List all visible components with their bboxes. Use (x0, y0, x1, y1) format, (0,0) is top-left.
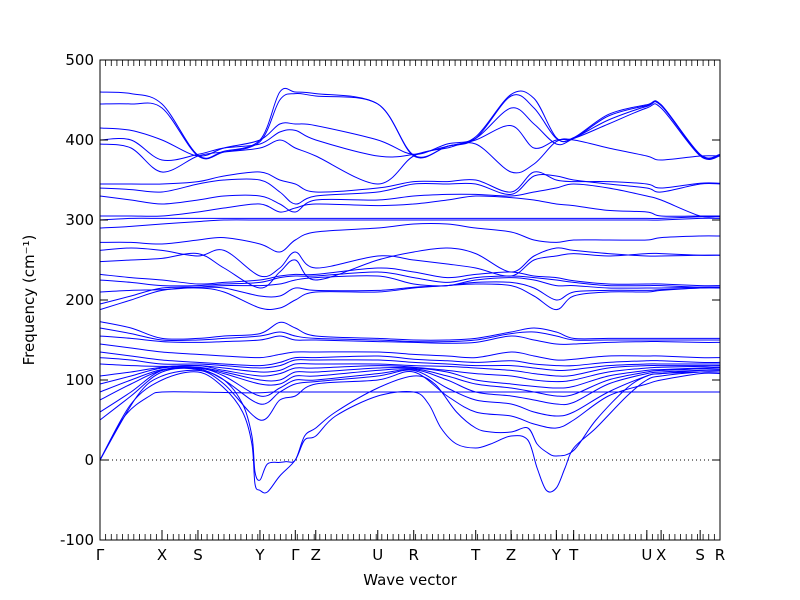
band-line-5 (99, 367, 721, 417)
y-tick-label: 500 (65, 51, 94, 69)
y-axis-title: Frequency (cm⁻¹) (20, 235, 38, 366)
band-line-33 (99, 101, 721, 160)
x-tick-label: X (656, 546, 666, 564)
plot-frame (99, 59, 721, 541)
band-line-3 (99, 369, 721, 481)
band-line-2 (99, 371, 721, 494)
y-tick-label: 400 (65, 131, 94, 149)
x-tick-label: Y (551, 546, 562, 564)
band-line-1 (99, 391, 720, 461)
x-tick-label: T (470, 546, 481, 564)
x-tick-label: Γ (96, 546, 105, 564)
x-tick-label: S (193, 546, 203, 564)
band-line-15 (99, 327, 720, 343)
band-line-14 (99, 335, 721, 345)
band-line-35 (99, 87, 721, 159)
band-line-7 (99, 367, 721, 397)
band-line-23 (99, 247, 721, 278)
x-tick-label: S (695, 546, 705, 564)
x-tick-label: U (372, 546, 383, 564)
band-line-10 (99, 363, 720, 377)
y-tick-label: 100 (65, 371, 94, 389)
band-line-9 (99, 364, 721, 383)
x-tick-label: X (157, 546, 167, 564)
x-tick-label: Y (254, 546, 265, 564)
x-tick-label: R (715, 546, 725, 564)
band-line-29 (99, 173, 721, 205)
x-tick-label: T (568, 546, 579, 564)
x-tick-label: R (409, 546, 419, 564)
band-line-24 (99, 222, 721, 253)
y-tick-label: 200 (65, 291, 94, 309)
band-line-28 (99, 183, 721, 218)
y-tick-label: -100 (60, 531, 94, 549)
band-line-13 (99, 343, 721, 361)
band-line-12 (99, 351, 721, 367)
band-line-27 (99, 195, 720, 217)
band-line-16 (99, 321, 720, 341)
x-tick-label: Z (311, 546, 321, 564)
band-line-20 (99, 271, 721, 288)
y-tick-label: 0 (84, 451, 94, 469)
band-line-4 (99, 367, 721, 429)
x-axis-title: Wave vector (363, 571, 457, 589)
band-line-21 (99, 267, 721, 287)
band-line-25 (99, 217, 721, 229)
x-tick-label: U (641, 546, 652, 564)
x-tick-label: Z (506, 546, 516, 564)
band-line-8 (99, 366, 721, 389)
band-line-30 (100, 171, 721, 193)
band-line-18 (99, 281, 721, 305)
x-tick-label: Γ (291, 546, 300, 564)
band-line-11 (99, 357, 721, 372)
band-line-26 (99, 216, 721, 221)
y-tick-label: 300 (65, 211, 94, 229)
band-line-19 (99, 275, 721, 293)
